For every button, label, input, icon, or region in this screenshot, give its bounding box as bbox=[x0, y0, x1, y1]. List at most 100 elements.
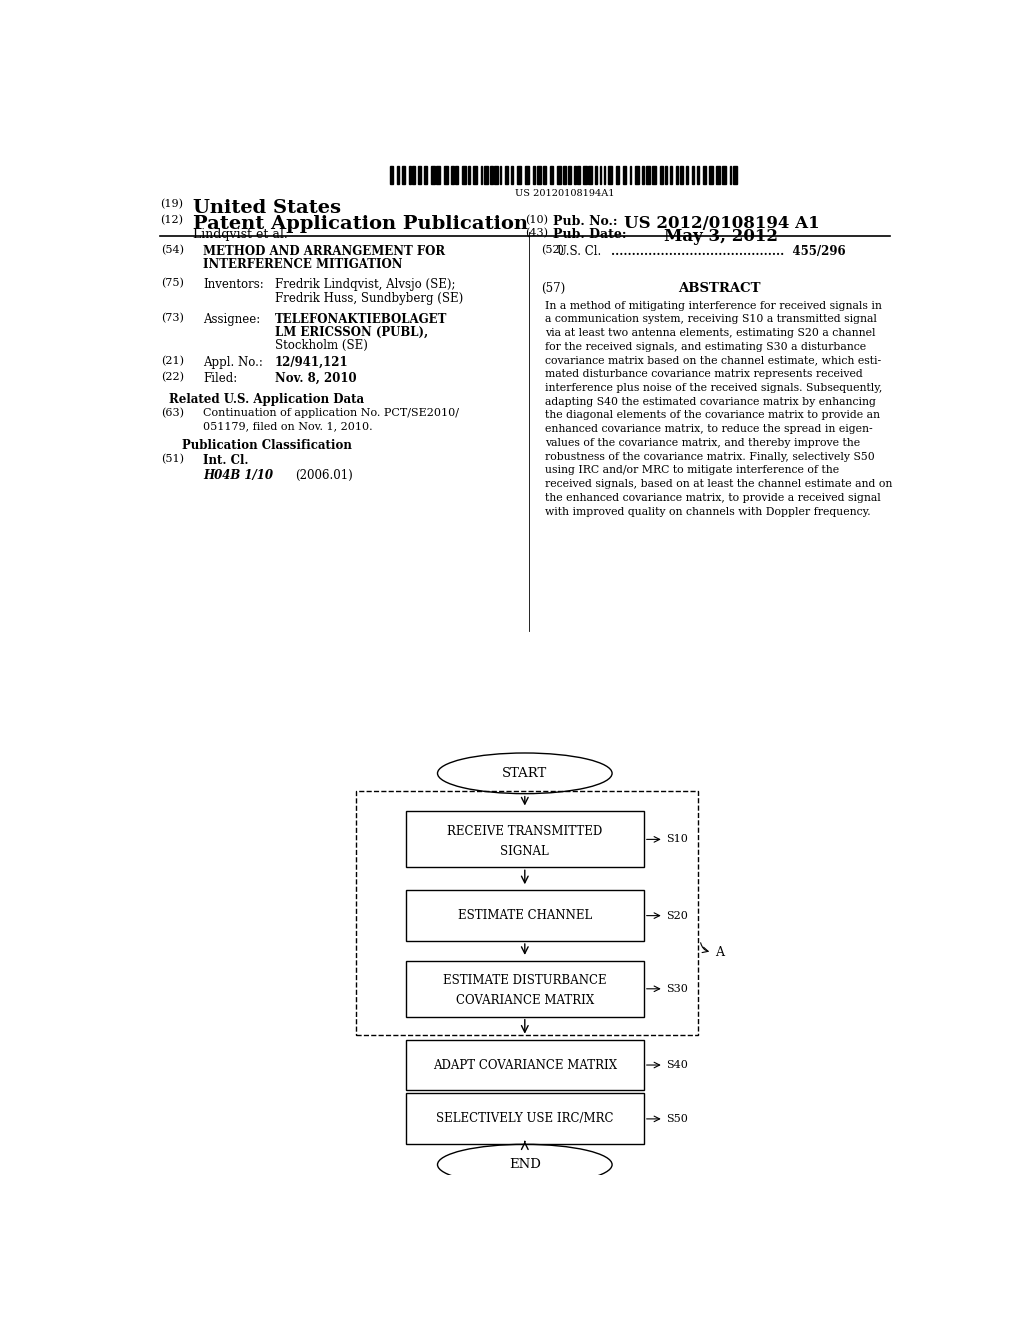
Text: a communication system, receiving S10 a transmitted signal: a communication system, receiving S10 a … bbox=[545, 314, 877, 325]
Bar bbox=[615, 165, 618, 183]
Bar bbox=[716, 165, 720, 183]
Text: Related U.S. Application Data: Related U.S. Application Data bbox=[169, 393, 365, 407]
Bar bbox=[646, 165, 650, 183]
Bar bbox=[563, 165, 566, 183]
Bar bbox=[468, 165, 470, 183]
Text: 051179, filed on Nov. 1, 2010.: 051179, filed on Nov. 1, 2010. bbox=[204, 421, 373, 432]
Text: (51): (51) bbox=[162, 454, 184, 465]
Text: robustness of the covariance matrix. Finally, selectively S50: robustness of the covariance matrix. Fin… bbox=[545, 451, 874, 462]
Bar bbox=[413, 165, 416, 183]
Bar bbox=[511, 165, 513, 183]
Text: A: A bbox=[715, 945, 724, 958]
Bar bbox=[722, 165, 726, 183]
Bar bbox=[418, 165, 421, 183]
Bar bbox=[495, 165, 499, 183]
Bar bbox=[462, 165, 466, 183]
Bar bbox=[406, 1040, 644, 1090]
Text: Continuation of application No. PCT/SE2010/: Continuation of application No. PCT/SE20… bbox=[204, 408, 460, 418]
Text: ADAPT COVARIANCE MATRIX: ADAPT COVARIANCE MATRIX bbox=[433, 1059, 616, 1072]
Text: (63): (63) bbox=[162, 408, 184, 418]
Text: TELEFONAKTIEBOLAGET: TELEFONAKTIEBOLAGET bbox=[274, 313, 447, 326]
Text: END: END bbox=[509, 1158, 541, 1171]
Bar bbox=[517, 165, 521, 183]
Bar bbox=[452, 165, 454, 183]
Text: LM ERICSSON (PUBL),: LM ERICSSON (PUBL), bbox=[274, 326, 428, 339]
Text: (43): (43) bbox=[524, 227, 548, 238]
Bar bbox=[574, 165, 575, 183]
Text: (21): (21) bbox=[162, 355, 184, 366]
Bar bbox=[538, 165, 541, 183]
Text: Assignee:: Assignee: bbox=[204, 313, 261, 326]
Text: received signals, based on at least the channel estimate and on: received signals, based on at least the … bbox=[545, 479, 892, 490]
Text: INTERFERENCE MITIGATION: INTERFERENCE MITIGATION bbox=[204, 257, 402, 271]
Bar bbox=[424, 165, 427, 183]
Bar bbox=[703, 165, 706, 183]
Text: Filed:: Filed: bbox=[204, 372, 238, 385]
Text: (10): (10) bbox=[524, 215, 548, 226]
Text: Pub. Date:: Pub. Date: bbox=[553, 227, 626, 240]
Bar bbox=[630, 165, 632, 183]
Bar bbox=[406, 890, 644, 941]
Text: Stockholm (SE): Stockholm (SE) bbox=[274, 339, 368, 352]
Bar bbox=[390, 165, 393, 183]
Text: METHOD AND ARRANGEMENT FOR: METHOD AND ARRANGEMENT FOR bbox=[204, 244, 445, 257]
Text: mated disturbance covariance matrix represents received: mated disturbance covariance matrix repr… bbox=[545, 370, 862, 379]
Bar bbox=[436, 165, 440, 183]
Bar bbox=[473, 165, 477, 183]
Bar bbox=[686, 165, 688, 183]
Text: COVARIANCE MATRIX: COVARIANCE MATRIX bbox=[456, 994, 594, 1007]
Text: Fredrik Huss, Sundbyberg (SE): Fredrik Huss, Sundbyberg (SE) bbox=[274, 292, 463, 305]
Bar bbox=[490, 165, 493, 183]
Text: (57): (57) bbox=[541, 282, 565, 296]
Text: via at least two antenna elements, estimating S20 a channel: via at least two antenna elements, estim… bbox=[545, 329, 876, 338]
Text: US 20120108194A1: US 20120108194A1 bbox=[515, 189, 614, 198]
Bar bbox=[583, 165, 587, 183]
Text: 12/941,121: 12/941,121 bbox=[274, 355, 348, 368]
Text: S50: S50 bbox=[666, 1114, 688, 1123]
Text: United States: United States bbox=[194, 199, 341, 216]
Text: Inventors:: Inventors: bbox=[204, 279, 264, 292]
Text: (22): (22) bbox=[162, 372, 184, 383]
Bar bbox=[665, 165, 668, 183]
Bar bbox=[709, 165, 713, 183]
Bar bbox=[401, 165, 406, 183]
Bar bbox=[406, 1093, 644, 1144]
Bar bbox=[733, 165, 737, 183]
Bar bbox=[595, 165, 597, 183]
Text: enhanced covariance matrix, to reduce the spread in eigen-: enhanced covariance matrix, to reduce th… bbox=[545, 424, 872, 434]
Text: the enhanced covariance matrix, to provide a received signal: the enhanced covariance matrix, to provi… bbox=[545, 492, 881, 503]
Bar bbox=[670, 165, 672, 183]
Bar bbox=[406, 961, 644, 1016]
Bar bbox=[484, 165, 488, 183]
Text: RECEIVE TRANSMITTED: RECEIVE TRANSMITTED bbox=[447, 825, 602, 838]
Bar bbox=[430, 165, 434, 183]
Bar bbox=[397, 165, 398, 183]
Bar bbox=[505, 165, 508, 183]
Text: ..........................................  455/296: ........................................… bbox=[610, 244, 845, 257]
Text: SIGNAL: SIGNAL bbox=[501, 845, 549, 858]
Bar bbox=[589, 165, 592, 183]
Bar bbox=[729, 165, 731, 183]
Text: START: START bbox=[502, 767, 548, 780]
Bar bbox=[636, 165, 639, 183]
Bar bbox=[406, 812, 644, 867]
Text: (73): (73) bbox=[162, 313, 184, 323]
Bar bbox=[481, 165, 482, 183]
Bar bbox=[500, 165, 502, 183]
Text: Publication Classification: Publication Classification bbox=[182, 440, 352, 451]
Text: Lindqvist et al.: Lindqvist et al. bbox=[194, 227, 288, 240]
Text: S30: S30 bbox=[666, 983, 688, 994]
Text: adapting S40 the estimated covariance matrix by enhancing: adapting S40 the estimated covariance ma… bbox=[545, 397, 876, 407]
Text: Patent Application Publication: Patent Application Publication bbox=[194, 215, 528, 234]
Text: with improved quality on channels with Doppler frequency.: with improved quality on channels with D… bbox=[545, 507, 870, 516]
Text: Pub. No.:: Pub. No.: bbox=[553, 215, 617, 228]
Text: Int. Cl.: Int. Cl. bbox=[204, 454, 249, 467]
Text: using IRC and/or MRC to mitigate interference of the: using IRC and/or MRC to mitigate interfe… bbox=[545, 466, 839, 475]
Text: S20: S20 bbox=[666, 911, 688, 920]
Bar bbox=[456, 165, 458, 183]
Text: (19): (19) bbox=[160, 199, 182, 210]
Bar bbox=[409, 165, 411, 183]
Text: (75): (75) bbox=[162, 279, 184, 289]
Text: H04B 1/10: H04B 1/10 bbox=[204, 470, 273, 482]
Bar bbox=[623, 165, 626, 183]
